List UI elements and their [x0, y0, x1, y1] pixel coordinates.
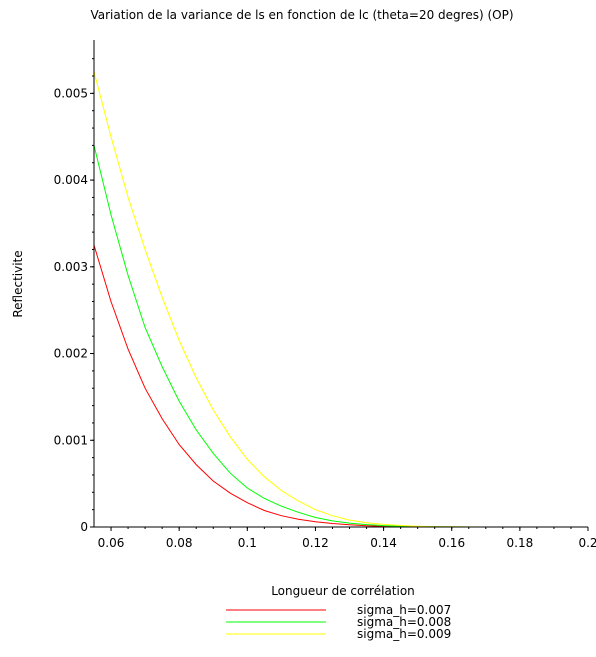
legend-label: sigma_h=0.009 — [357, 627, 451, 641]
x-tick-label: 0.08 — [166, 536, 193, 550]
plot-area — [93, 71, 486, 528]
x-axis-label: Longueur de corrélation — [271, 584, 415, 598]
y-axis-label: Reflectivite — [11, 250, 25, 317]
x-tick-label: 0.06 — [98, 536, 125, 550]
x-tick-label: 0.2 — [578, 536, 596, 550]
x-tick-label: 0.18 — [507, 536, 534, 550]
chart-title: Variation de la variance de ls en foncti… — [90, 8, 513, 22]
series-line-sigma-h-0-007 — [93, 244, 486, 528]
y-tick-label: 0.005 — [54, 86, 88, 100]
y-axis-ticks: 0 0.001 0.002 0.003 0.004 0.005 — [54, 58, 94, 534]
y-tick-label: 0.001 — [54, 433, 88, 447]
x-tick-label: 0.16 — [438, 536, 465, 550]
x-tick-label: 0.12 — [302, 536, 329, 550]
y-tick-label: 0.003 — [54, 260, 88, 274]
y-tick-label: 0.004 — [54, 173, 88, 187]
y-tick-label: 0 — [80, 520, 88, 534]
y-tick-label: 0.002 — [54, 347, 88, 361]
x-axis-ticks: 0.06 0.08 0.1 0.12 0.14 0.16 0.18 0.2 — [98, 527, 596, 550]
series-line-sigma-h-0-008 — [93, 145, 486, 528]
legend-label: sigma_h=0.007 — [357, 603, 451, 617]
x-tick-label: 0.1 — [238, 536, 257, 550]
legend-label: sigma_h=0.008 — [357, 615, 451, 629]
series-line-sigma-h-0-009 — [93, 71, 486, 528]
x-tick-label: 0.14 — [370, 536, 397, 550]
